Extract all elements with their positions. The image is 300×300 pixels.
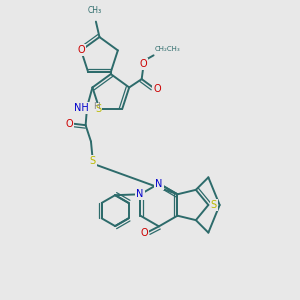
Text: S: S	[211, 200, 217, 210]
Text: N: N	[155, 178, 163, 189]
Text: CH₂CH₃: CH₂CH₃	[155, 46, 181, 52]
Text: S: S	[89, 156, 95, 166]
Text: S: S	[95, 104, 101, 114]
Text: O: O	[65, 119, 73, 129]
Text: O: O	[153, 84, 161, 94]
Text: NH: NH	[74, 103, 88, 113]
Text: O: O	[77, 45, 85, 56]
Text: O: O	[140, 59, 147, 69]
Text: N: N	[136, 189, 143, 199]
Text: H: H	[93, 102, 100, 111]
Text: O: O	[140, 228, 148, 238]
Text: CH₃: CH₃	[87, 6, 101, 15]
